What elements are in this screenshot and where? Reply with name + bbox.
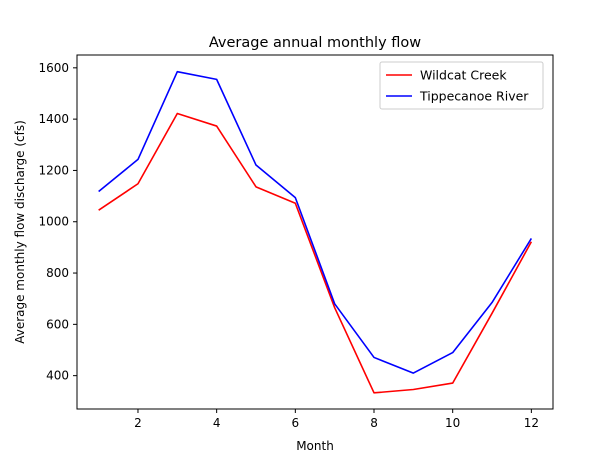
x-axis-label: Month: [296, 439, 334, 453]
x-tick-label: 4: [213, 416, 221, 430]
chart-title: Average annual monthly flow: [209, 35, 421, 51]
y-tick-label: 1600: [38, 61, 69, 75]
x-axis-ticks: 2 4 6 8 10 12: [134, 409, 539, 430]
x-tick-label: 12: [524, 416, 539, 430]
y-axis-label: Average monthly flow discharge (cfs): [13, 120, 27, 344]
y-tick-label: 600: [46, 317, 69, 331]
legend-box: [379, 61, 544, 110]
series-lines: [98, 70, 533, 394]
x-tick-label: 2: [134, 416, 142, 430]
plot-area-frame: [76, 54, 554, 410]
y-tick-label: 400: [46, 369, 69, 383]
legend-label-wildcat-creek: Wildcat Creek: [420, 68, 507, 83]
x-tick-label: 6: [292, 416, 300, 430]
x-tick-label: 8: [370, 416, 378, 430]
y-axis-ticks: 400 600 800 1000 1200 1400 1600: [38, 61, 77, 383]
series-line-wildcat-creek: [98, 112, 533, 394]
series-line-tippecanoe-river: [98, 70, 533, 374]
y-tick-label: 1200: [38, 163, 69, 177]
x-tick-label: 10: [445, 416, 460, 430]
legend: Wildcat Creek Tippecanoe River: [379, 61, 544, 110]
y-tick-label: 800: [46, 266, 69, 280]
y-tick-label: 1400: [38, 112, 69, 126]
y-tick-label: 1000: [38, 215, 69, 229]
legend-label-tippecanoe-river: Tippecanoe River: [419, 89, 529, 104]
